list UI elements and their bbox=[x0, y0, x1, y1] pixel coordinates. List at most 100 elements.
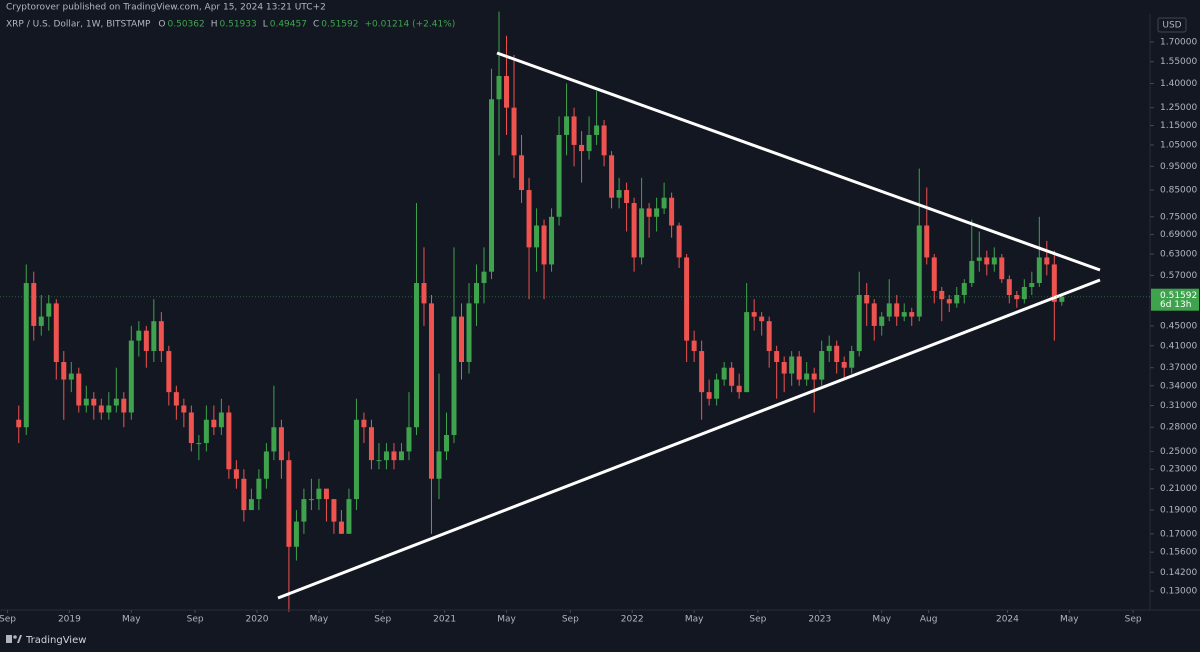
y-tick-label: 0.17000 bbox=[1160, 529, 1197, 539]
candle-body bbox=[669, 197, 675, 226]
candle-body bbox=[346, 499, 352, 534]
x-tick-label: Sep bbox=[0, 615, 16, 625]
y-tick-label: 0.28000 bbox=[1160, 423, 1197, 433]
y-tick-label: 0.75000 bbox=[1160, 212, 1197, 222]
candle-body bbox=[841, 362, 847, 368]
candle-body bbox=[804, 373, 810, 380]
x-tick-label: 2024 bbox=[996, 615, 1019, 625]
currency-box bbox=[1157, 17, 1187, 33]
candle-body bbox=[151, 321, 157, 352]
x-tick-label: Aug bbox=[920, 615, 938, 625]
candle-body bbox=[31, 283, 37, 326]
last-price-box bbox=[1151, 288, 1199, 311]
candle-body bbox=[594, 125, 600, 135]
candle-body bbox=[1051, 264, 1057, 302]
candle-body bbox=[931, 257, 937, 291]
candle-body bbox=[939, 290, 945, 300]
candle-body bbox=[316, 488, 322, 500]
candle-body bbox=[436, 451, 442, 479]
candle-body bbox=[489, 99, 495, 272]
candle-body bbox=[481, 271, 487, 284]
candle-body bbox=[1044, 257, 1050, 265]
candle-body bbox=[46, 303, 52, 317]
y-tick-label: 0.23000 bbox=[1160, 465, 1197, 475]
candle-body bbox=[428, 303, 434, 479]
candle-body bbox=[106, 405, 112, 413]
candle-body bbox=[459, 316, 465, 363]
candle-body bbox=[1014, 295, 1020, 300]
y-tick-label: 0.13000 bbox=[1160, 587, 1197, 597]
candle-body bbox=[466, 303, 472, 363]
candle-body bbox=[61, 362, 67, 380]
candle-body bbox=[631, 202, 637, 258]
candle-body bbox=[443, 435, 449, 452]
brand-logo bbox=[6, 635, 22, 643]
candle-body bbox=[759, 316, 765, 322]
ohlc-value: 0.51592 bbox=[321, 20, 358, 30]
ohlc-value: 0.51933 bbox=[220, 20, 257, 30]
x-tick-label: Sep bbox=[1125, 615, 1142, 625]
candle-body bbox=[729, 367, 735, 386]
y-tick-label: 0.69000 bbox=[1160, 230, 1197, 240]
candle-body bbox=[579, 144, 585, 152]
candle-body bbox=[181, 405, 187, 413]
candle-body bbox=[113, 398, 119, 406]
ohlc-key: L bbox=[263, 20, 268, 30]
candle-body bbox=[811, 373, 817, 380]
candle-body bbox=[556, 134, 562, 217]
candle-body bbox=[691, 340, 697, 352]
candle-body bbox=[413, 283, 419, 428]
x-tick-label: May bbox=[122, 615, 141, 625]
candle-body bbox=[924, 225, 930, 258]
ohlc-value: 0.50362 bbox=[168, 20, 205, 30]
candle-body bbox=[173, 392, 179, 406]
x-tick-label: 2021 bbox=[433, 615, 456, 625]
x-tick-label: May bbox=[685, 615, 704, 625]
candle-body bbox=[53, 303, 59, 363]
candle-body bbox=[98, 405, 104, 413]
currency: USD bbox=[1162, 21, 1181, 31]
ohlc-key: O bbox=[158, 20, 165, 30]
candle-body bbox=[361, 419, 367, 428]
candle-body bbox=[609, 155, 615, 198]
x-tick-label: Sep bbox=[374, 615, 391, 625]
y-tick-label: 0.14200 bbox=[1160, 568, 1197, 578]
x-tick-label: Sep bbox=[187, 615, 204, 625]
candle-body bbox=[203, 419, 209, 444]
candle-body bbox=[293, 521, 299, 547]
x-tick-label: Sep bbox=[749, 615, 766, 625]
candle-body bbox=[571, 116, 577, 145]
candle-body bbox=[91, 398, 97, 406]
candle-body bbox=[166, 351, 172, 393]
x-tick-label: May bbox=[497, 615, 516, 625]
candle-body bbox=[233, 469, 239, 479]
x-tick-label: May bbox=[872, 615, 891, 625]
candle-body bbox=[624, 190, 630, 203]
candle-body bbox=[519, 155, 525, 191]
candle-body bbox=[796, 356, 802, 380]
candle-body bbox=[646, 208, 652, 217]
candle-body bbox=[781, 362, 787, 374]
candle-body bbox=[1021, 286, 1027, 300]
y-tick-label: 0.37000 bbox=[1160, 363, 1197, 373]
candle-body bbox=[23, 283, 29, 428]
candle-body bbox=[826, 345, 832, 352]
candle-body bbox=[1029, 283, 1035, 287]
candle-body bbox=[639, 208, 645, 258]
y-tick-label: 0.34000 bbox=[1160, 381, 1197, 391]
candle-body bbox=[474, 283, 480, 304]
candle-body bbox=[714, 379, 720, 399]
symbol: XRP / U.S. Dollar, 1W, BITSTAMP bbox=[6, 20, 151, 30]
x-tick-label: May bbox=[310, 615, 329, 625]
y-tick-label: 0.41000 bbox=[1160, 341, 1197, 351]
candle-body bbox=[534, 225, 540, 248]
candle-body bbox=[256, 478, 262, 500]
candle-body bbox=[654, 208, 660, 217]
y-tick-label: 0.63000 bbox=[1160, 250, 1197, 260]
change: +0.01214 (+2.41%) bbox=[364, 20, 455, 30]
candle-body bbox=[684, 257, 690, 341]
candle-body bbox=[849, 351, 855, 368]
candle-body bbox=[766, 321, 772, 352]
candle-body bbox=[834, 345, 840, 363]
